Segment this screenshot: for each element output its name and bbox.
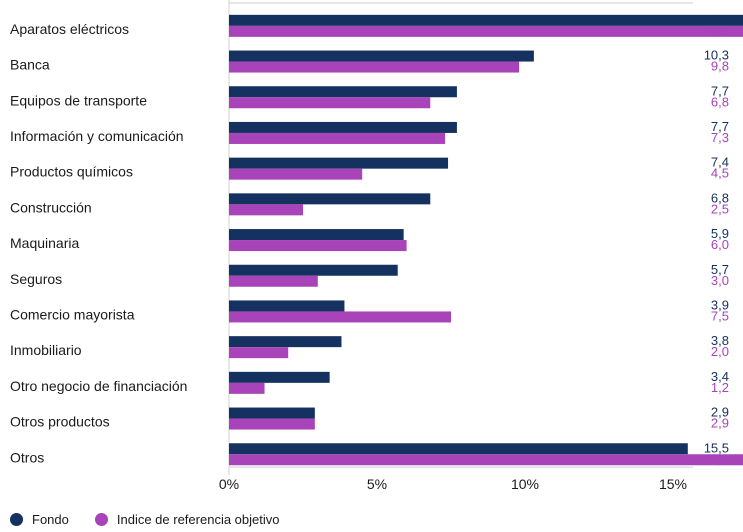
category-label: Otro negocio de financiación (10, 378, 187, 394)
bar-fondo (229, 229, 404, 241)
bar-indice (229, 347, 289, 359)
value-label-indice: 9,8 (711, 59, 729, 74)
category-label: Otros productos (10, 414, 110, 430)
value-label-fondo: 6,8 (711, 190, 729, 205)
legend-label-fondo: Fondo (32, 512, 69, 527)
bar-indice (229, 311, 451, 323)
value-label-fondo: 7,7 (711, 119, 729, 134)
bar-fondo (229, 14, 743, 26)
category-label: Comercio mayorista (10, 306, 135, 322)
bar-indice (229, 97, 431, 109)
chart-legend: Fondo Indice de referencia objetivo (10, 512, 305, 527)
value-label-fondo: 7,7 (711, 83, 729, 98)
x-tick-label: 10% (511, 476, 539, 492)
value-label-fondo: 2,9 (711, 405, 729, 420)
bar-indice (229, 204, 303, 216)
value-label-indice: 2,0 (711, 344, 729, 359)
category-label: Inmobiliario (10, 342, 82, 358)
legend-marker-indice (94, 513, 108, 526)
legend-item-indice: Indice de referencia objetivo (94, 512, 280, 527)
value-label-indice: 1,2 (711, 380, 729, 395)
value-label-indice: 18,5 (704, 23, 729, 38)
value-label-indice: 2,5 (711, 201, 729, 216)
category-label: Productos químicos (10, 164, 133, 180)
bar-indice (229, 168, 363, 180)
category-label: Seguros (10, 271, 62, 287)
bar-fondo (229, 193, 431, 205)
bar-indice (229, 61, 520, 73)
bar-fondo (229, 86, 457, 98)
category-label: Banca (10, 57, 50, 73)
legend-label-indice: Indice de referencia objetivo (116, 512, 280, 527)
bar-chart: Aparatos eléctricos 19,118,5 Banca 10,39,8 E… (10, 0, 743, 492)
x-tick-label: 0% (219, 476, 239, 492)
value-label-fondo: 7,4 (711, 155, 729, 170)
bar-fondo (229, 371, 330, 383)
category-label: Maquinaria (10, 235, 79, 251)
legend-item-fondo: Fondo (10, 512, 69, 527)
category-label: Construcción (10, 199, 92, 215)
value-label-indice: 4,5 (711, 166, 729, 181)
bar-fondo (229, 443, 688, 455)
bar-indice (229, 240, 407, 252)
value-label-fondo: 19,1 (704, 12, 729, 27)
value-label-indice: 6,0 (711, 237, 729, 252)
value-label-indice: 7,3 (711, 130, 729, 145)
bar-fondo (229, 336, 342, 348)
value-label-indice: 28,1 (704, 451, 729, 466)
bar-indice (229, 382, 265, 394)
x-tick-label: 5% (367, 476, 387, 492)
bar-fondo (229, 264, 398, 276)
bar-fondo (229, 157, 449, 169)
value-label-fondo: 3,4 (711, 369, 729, 384)
bar-fondo (229, 50, 534, 62)
value-label-fondo: 5,7 (711, 262, 729, 277)
bar-fondo (229, 407, 315, 419)
category-label: Aparatos eléctricos (10, 21, 129, 37)
category-label: Otros (10, 449, 44, 465)
value-label-indice: 2,9 (711, 416, 729, 431)
category-label: Información y comunicación (10, 128, 184, 144)
value-label-fondo: 5,9 (711, 226, 729, 241)
legend-marker-fondo (10, 513, 23, 526)
bar-indice (229, 275, 318, 287)
bar-indice (229, 418, 315, 430)
bar-fondo (229, 300, 345, 312)
value-label-indice: 6,8 (711, 94, 729, 109)
value-label-fondo: 15,5 (704, 440, 729, 455)
bar-indice (229, 454, 743, 466)
bar-indice (229, 25, 743, 37)
bar-fondo (229, 121, 457, 133)
value-label-indice: 3,0 (711, 273, 729, 288)
value-label-indice: 7,5 (711, 308, 729, 323)
value-label-fondo: 3,9 (711, 297, 729, 312)
value-label-fondo: 3,8 (711, 333, 729, 348)
category-label: Equipos de transporte (10, 92, 147, 108)
bar-indice (229, 132, 446, 144)
x-tick-label: 15% (659, 476, 687, 492)
value-label-fondo: 10,3 (704, 48, 729, 63)
